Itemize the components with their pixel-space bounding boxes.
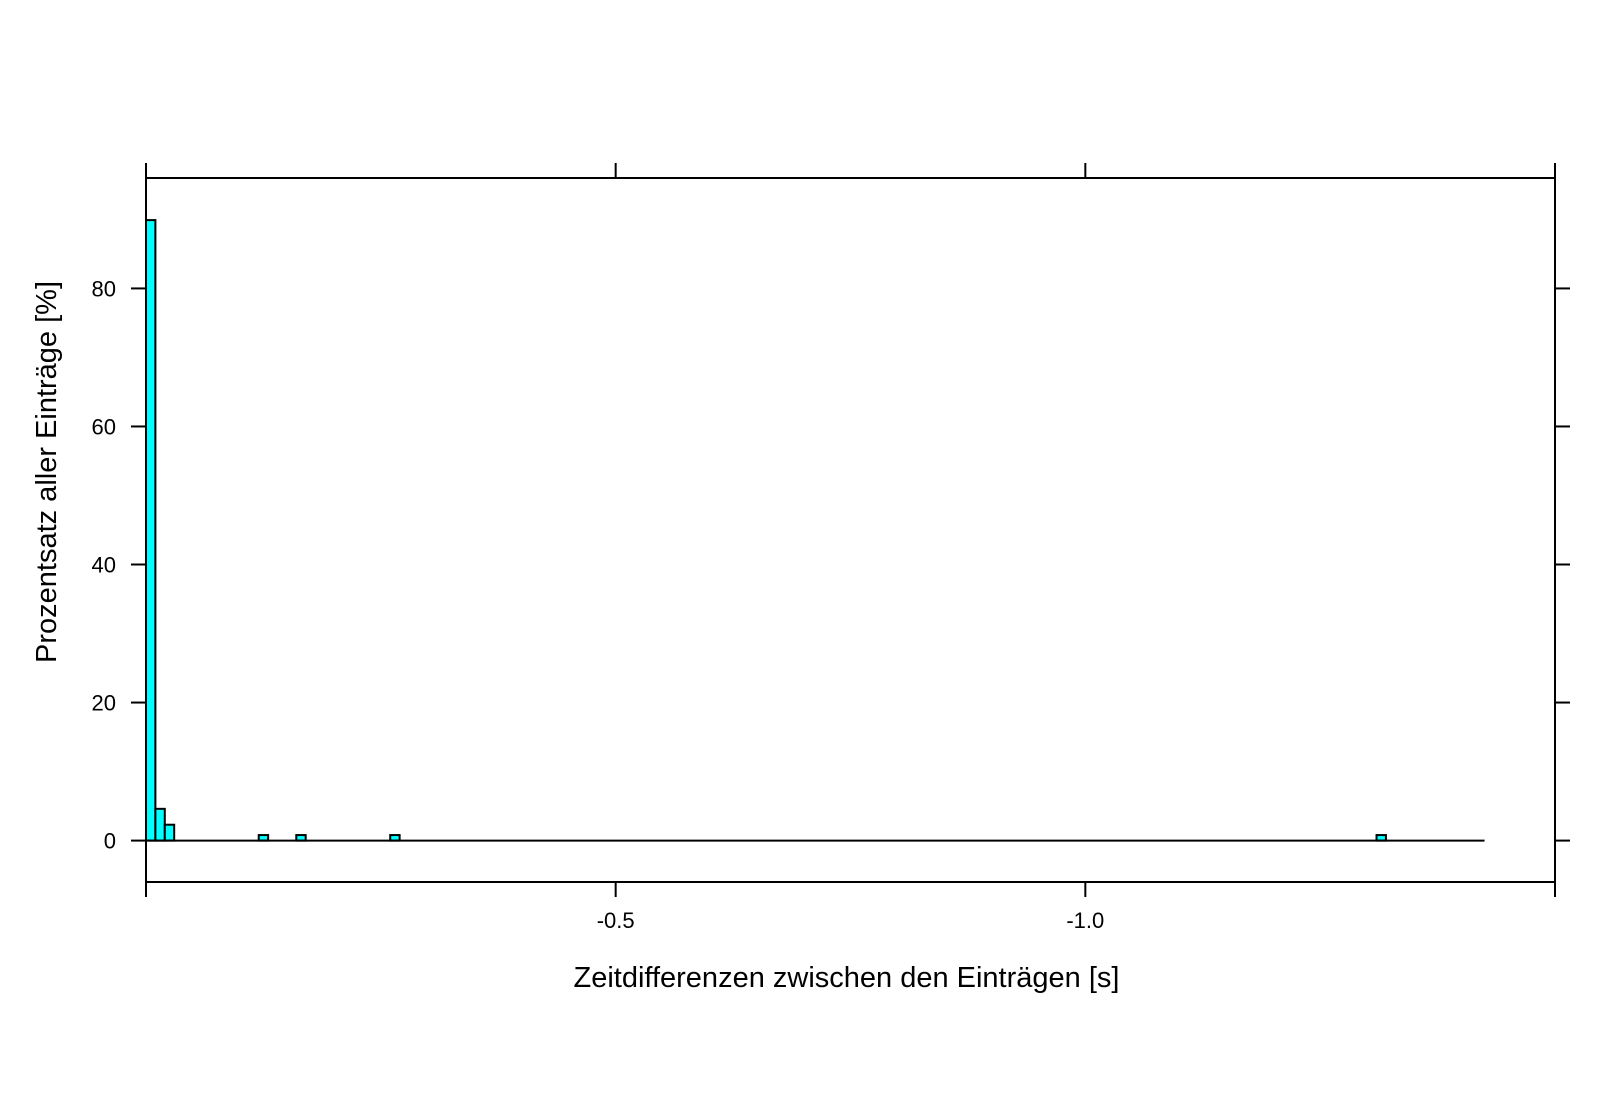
histogram-bar [163,823,176,842]
y-tick-label: 60 [92,414,116,439]
y-axis-title: Prozentsatz aller Einträge [%] [31,281,63,663]
y-tick-label: 80 [92,276,116,301]
y-tick-label: 40 [92,553,116,578]
bars-layer [145,219,1387,842]
ticks-layer: -0.5 -1.0 0 20 40 60 80 [92,163,1570,933]
histogram-bar [145,219,157,842]
histogram-bar [154,807,166,842]
x-axis-title: Zeitdifferenzen zwischen den Einträgen [… [574,962,1120,994]
x-tick-label: -1.0 [1066,908,1104,933]
x-tick-label: -0.5 [597,908,635,933]
y-tick-label: 0 [104,829,116,854]
y-tick-label: 20 [92,691,116,716]
plot-panel-border [145,177,1556,883]
